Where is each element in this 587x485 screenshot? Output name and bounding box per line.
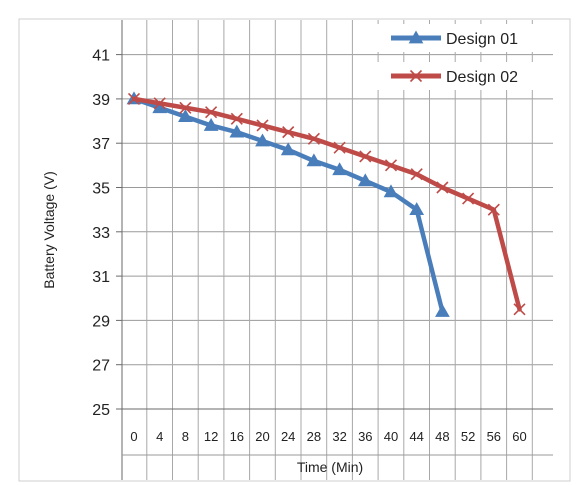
- data-point-triangle: [409, 202, 425, 216]
- data-point-x: [436, 181, 449, 194]
- y-tick-label: 41: [92, 48, 110, 65]
- x-tick-label: 28: [307, 429, 321, 444]
- y-tick-label: 27: [92, 358, 110, 375]
- data-point-triangle: [306, 153, 322, 167]
- x-tick-label: 0: [130, 429, 137, 444]
- data-point-triangle: [332, 162, 347, 176]
- y-tick-label: 37: [92, 136, 110, 153]
- series-line: [131, 96, 522, 312]
- x-tick-label: 24: [281, 429, 295, 444]
- data-point-triangle: [229, 124, 245, 138]
- data-point-x: [282, 126, 295, 139]
- y-tick-label: 29: [92, 313, 110, 330]
- data-point-x: [333, 141, 346, 154]
- x-axis-title: Time (Min): [297, 459, 363, 475]
- y-tick-label: 31: [92, 269, 110, 286]
- legend: Design 01 Design 02: [376, 24, 552, 90]
- x-tick-label: 52: [461, 429, 475, 444]
- data-point-x: [230, 112, 243, 125]
- data-series: [126, 91, 526, 317]
- x-tick-label: 60: [512, 429, 526, 444]
- series-2: [127, 92, 526, 316]
- y-tick-label: 39: [92, 92, 110, 109]
- x-tick-label: 20: [255, 429, 269, 444]
- data-point-x: [307, 132, 320, 145]
- data-point-x: [127, 92, 141, 105]
- data-point-triangle: [357, 173, 373, 187]
- chart-frame: [18, 18, 571, 482]
- data-point-triangle: [408, 30, 424, 44]
- x-tick-label: 32: [332, 429, 346, 444]
- data-point-x: [410, 168, 423, 181]
- series-1: [126, 91, 450, 317]
- data-point-x: [487, 203, 500, 216]
- y-tick-label: 25: [92, 402, 110, 419]
- data-point-x: [153, 97, 166, 110]
- data-point-x: [179, 101, 192, 114]
- legend-label: Design 02: [446, 69, 518, 86]
- data-point-x: [359, 150, 372, 163]
- x-tick-label: 56: [487, 429, 501, 444]
- x-tick-label: 44: [409, 429, 423, 444]
- x-tick-label: 16: [230, 429, 244, 444]
- data-point-triangle: [178, 109, 193, 122]
- data-point-x: [256, 119, 269, 132]
- legend-item-1: Design 01: [376, 24, 552, 52]
- axes: [121, 20, 553, 480]
- y-tick-label: 35: [92, 181, 110, 198]
- data-point-x: [462, 192, 475, 205]
- x-tick-label: 12: [204, 429, 218, 444]
- x-tick-label: 4: [156, 429, 163, 444]
- legend-label: Design 01: [446, 31, 518, 48]
- legend-item-2: Design 02: [376, 62, 552, 90]
- data-point-x: [409, 69, 423, 83]
- x-tick-label: 8: [182, 429, 189, 444]
- data-point-triangle: [255, 133, 270, 147]
- data-point-triangle: [435, 304, 450, 317]
- x-tick-labels: 0 4 8 12 16 20 24 28 32 36 40 44 48 52 56 60: [130, 429, 526, 444]
- x-tick-label: 40: [384, 429, 398, 444]
- data-point-x: [513, 303, 526, 316]
- x-tick-label: 48: [435, 429, 449, 444]
- y-axis-title: Battery Voltage (V): [41, 171, 57, 289]
- x-tick-label: 36: [358, 429, 372, 444]
- data-point-triangle: [280, 142, 296, 156]
- data-point-triangle: [383, 184, 399, 198]
- data-point-x: [205, 106, 218, 119]
- y-tick-labels: 25 27 29 31 33 35 37 39 41: [92, 48, 110, 419]
- data-point-x: [384, 159, 398, 172]
- data-point-triangle: [203, 117, 219, 131]
- y-tick-label: 33: [92, 225, 110, 242]
